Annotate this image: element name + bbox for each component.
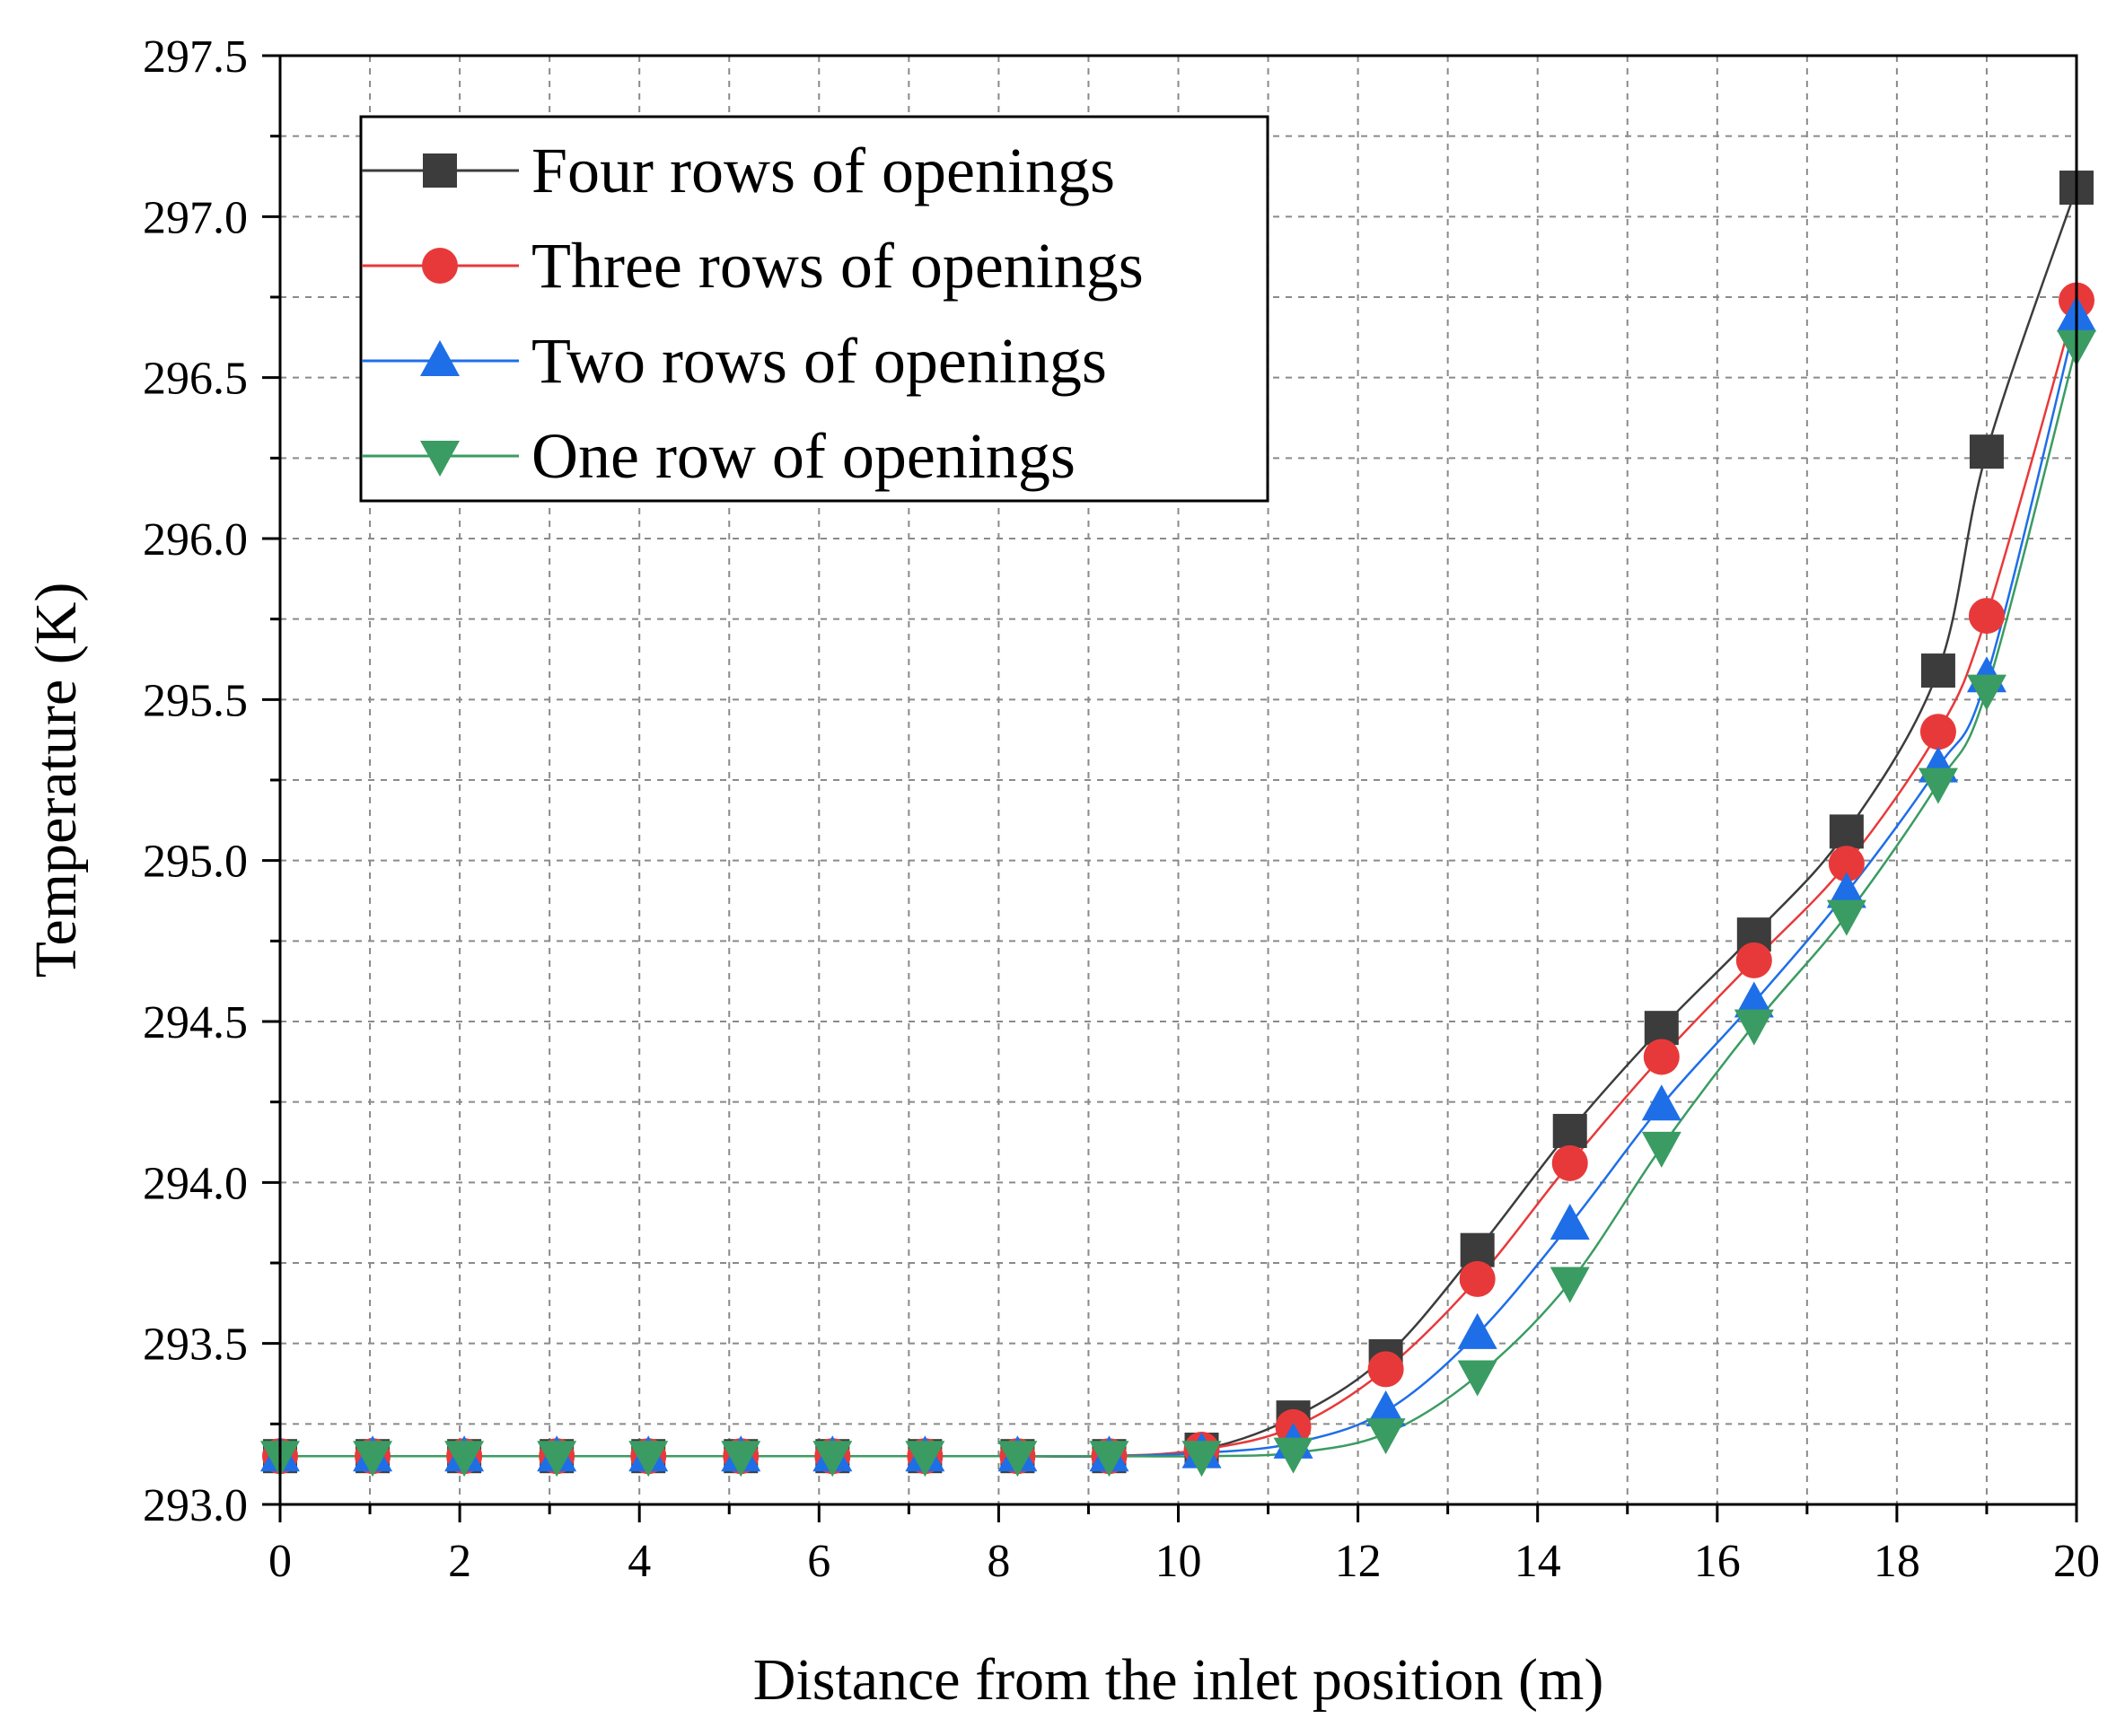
x-axis-title: Distance from the inlet position (m) <box>753 1647 1604 1713</box>
legend: Four rows of openings Three rows of openi… <box>359 115 1269 503</box>
data-point-series-1 <box>1829 814 1864 849</box>
data-point-series-2 <box>1459 1260 1496 1297</box>
data-point-series-4 <box>1273 1437 1313 1474</box>
data-point-series-4 <box>1966 674 2006 711</box>
data-point-series-2 <box>1367 1351 1404 1388</box>
legend-label-1: Four rows of openings <box>531 135 1115 206</box>
data-point-series-3 <box>1734 981 1774 1018</box>
x-tick-label: 14 <box>1515 1536 1561 1587</box>
x-tick-label: 8 <box>987 1536 1010 1587</box>
y-tick-label: 296.5 <box>143 354 248 405</box>
data-point-series-4 <box>1457 1360 1497 1397</box>
x-tick-label: 2 <box>448 1536 471 1587</box>
x-tick-label: 10 <box>1155 1536 1202 1587</box>
y-tick-label: 297.5 <box>143 31 248 83</box>
y-tick-label: 295.0 <box>143 837 248 888</box>
legend-label-2: Three rows of openings <box>531 230 1144 302</box>
data-point-series-4 <box>1365 1418 1406 1455</box>
y-tick-label: 293.5 <box>143 1320 248 1371</box>
data-point-series-4 <box>1826 899 1866 936</box>
axes: 0 2 4 6 8 10 12 14 16 18 20 293.0 293.5 294.0 294.5 295… <box>143 31 2100 1587</box>
x-tick-label: 6 <box>807 1536 830 1587</box>
data-point-series-3 <box>1826 872 1866 908</box>
data-point-series-1 <box>1552 1113 1587 1148</box>
data-point-series-2 <box>1919 714 1956 750</box>
legend-marker-2 <box>422 248 458 284</box>
data-point-series-4 <box>1734 1009 1774 1046</box>
y-tick-label: 295.5 <box>143 675 248 726</box>
data-point-series-2 <box>1735 942 1772 978</box>
x-tick-label: 18 <box>1874 1536 1920 1587</box>
data-point-series-4 <box>628 1441 669 1477</box>
y-tick-label: 293.0 <box>143 1480 248 1531</box>
data-point-series-3 <box>1550 1203 1590 1240</box>
data-point-series-1 <box>1969 434 2004 469</box>
data-point-series-4 <box>444 1441 485 1477</box>
x-tick-label: 16 <box>1694 1536 1741 1587</box>
data-point-series-4 <box>1089 1441 1129 1477</box>
data-point-series-4 <box>721 1441 761 1477</box>
data-point-series-4 <box>1918 767 1958 804</box>
data-point-series-3 <box>1365 1390 1406 1426</box>
y-tick-label: 296.0 <box>143 514 248 566</box>
legend-marker-1 <box>423 153 457 188</box>
data-point-series-4 <box>905 1441 945 1477</box>
y-tick-label: 294.5 <box>143 997 248 1048</box>
data-point-series-1 <box>1920 653 1955 688</box>
y-tick-label: 297.0 <box>143 192 248 243</box>
data-point-series-4 <box>997 1441 1038 1477</box>
y-tick-label: 294.0 <box>143 1158 248 1209</box>
data-point-series-3 <box>1457 1312 1497 1349</box>
series-markers <box>260 171 2096 1477</box>
data-point-series-2 <box>1551 1144 1588 1181</box>
data-point-series-2 <box>1643 1039 1680 1075</box>
data-point-series-4 <box>1181 1441 1222 1477</box>
x-tick-label: 12 <box>1335 1536 1382 1587</box>
legend-label-4: One row of openings <box>531 420 1076 492</box>
data-point-series-2 <box>1968 598 2005 635</box>
x-tick-label: 0 <box>268 1536 292 1587</box>
y-axis-title: Temperature (K) <box>23 583 89 978</box>
legend-marker-4 <box>420 441 460 477</box>
legend-marker-3 <box>420 340 460 376</box>
data-point-series-4 <box>812 1441 853 1477</box>
data-point-series-4 <box>1641 1131 1682 1168</box>
data-point-series-4 <box>1550 1267 1590 1303</box>
legend-label-3: Two rows of openings <box>531 325 1107 397</box>
data-point-series-4 <box>353 1441 393 1477</box>
x-tick-label: 20 <box>2053 1536 2100 1587</box>
x-tick-label: 4 <box>628 1536 651 1587</box>
legend-box <box>359 115 1269 503</box>
data-point-series-3 <box>1641 1084 1682 1121</box>
data-point-series-2 <box>1828 846 1865 882</box>
data-point-series-4 <box>537 1441 577 1477</box>
